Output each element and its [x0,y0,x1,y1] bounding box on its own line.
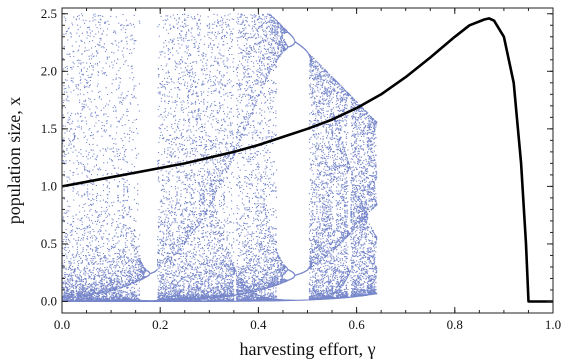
bifurcation-point-cloud [62,13,378,303]
bifurcation-points [62,13,378,303]
y-tick-label: 0.0 [41,293,57,308]
y-tick-label: 2.0 [41,63,57,78]
x-tick-label: 0.0 [54,317,70,332]
x-tick-label: 1.0 [545,317,561,332]
axis-ticks: 0.0 0.2 0.4 0.6 0.8 1.0 0.0 0.5 1.0 1.5 2.0 2.5 [41,6,561,332]
equilibrium-curve [61,17,553,303]
y-axis-label: population size, x [4,97,24,224]
x-axis-label: harvesting effort, γ [239,339,375,359]
x-tick-label: 0.8 [447,317,463,332]
y-tick-label: 1.5 [41,121,57,136]
y-tick-label: 0.5 [41,236,57,251]
x-tick-label: 0.6 [348,317,365,332]
x-tick-label: 0.4 [250,317,267,332]
y-tick-label: 1.0 [41,178,57,193]
x-tick-label: 0.2 [152,317,168,332]
y-tick-label: 2.5 [41,6,57,21]
